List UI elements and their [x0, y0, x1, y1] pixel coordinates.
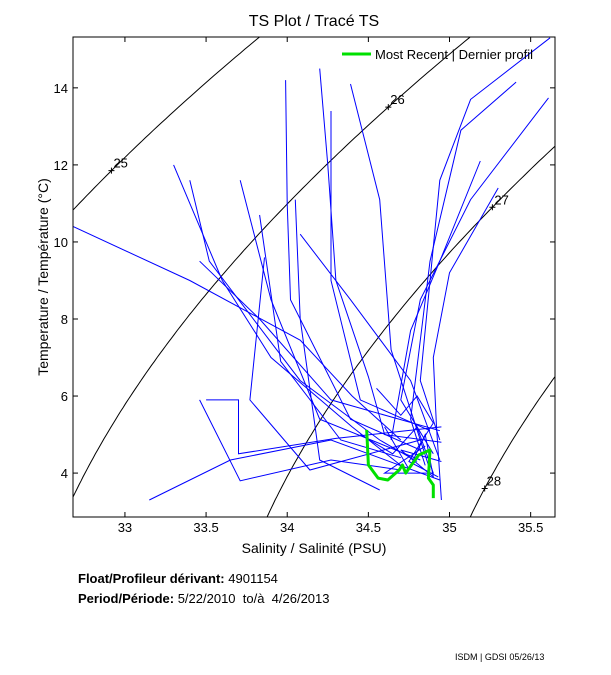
legend-label: Most Recent | Dernier profil — [375, 47, 533, 62]
most-recent-profile — [365, 429, 435, 499]
legend: Most Recent | Dernier profil — [342, 47, 533, 62]
profile-line — [350, 83, 431, 471]
contour-label-27: 27 — [494, 192, 508, 207]
y-tick-label: 8 — [61, 312, 68, 327]
chart-title: TS Plot / Tracé TS — [249, 13, 379, 30]
x-tick-label: 33 — [118, 520, 132, 535]
float-value: 4901154 — [228, 571, 278, 586]
x-tick-label: 33.5 — [193, 520, 218, 535]
profile-line — [189, 180, 418, 462]
profile-line — [285, 80, 421, 451]
x-tick-label: 35.5 — [518, 520, 543, 535]
density-contour-25 — [73, 37, 261, 211]
float-label: Float/Profileur dérivant: — [78, 571, 225, 586]
contour-marker — [385, 104, 392, 111]
profile-line — [432, 187, 499, 501]
x-tick-label: 35 — [442, 520, 456, 535]
y-axis-label: Temperature / Température (°C) — [35, 178, 51, 376]
profile-line — [410, 81, 517, 466]
profile-line — [199, 399, 401, 482]
contour-marker — [489, 204, 496, 211]
x-axis-label: Salinity / Salinité (PSU) — [242, 540, 387, 556]
x-tick-label: 34.5 — [356, 520, 381, 535]
profile-line — [319, 68, 442, 443]
footer-credit: ISDM | GDSI 05/26/13 — [455, 652, 545, 662]
contour-label-25: 25 — [113, 156, 127, 171]
plot-frame — [72, 36, 556, 518]
profile-line — [149, 439, 440, 501]
profile-line — [206, 399, 442, 455]
profile-line — [419, 37, 551, 441]
y-tick-label: 10 — [54, 235, 68, 250]
contour-marker — [108, 167, 115, 174]
profile-line — [199, 260, 440, 432]
profile-line — [360, 425, 435, 474]
profile-line — [390, 160, 481, 441]
density-contour-27 — [266, 145, 555, 517]
float-info: Float/Profileur dérivant: 4901154 — [78, 571, 278, 586]
profile-line — [294, 199, 380, 491]
profiles — [73, 37, 551, 501]
most-recent-line — [365, 429, 435, 499]
contour-label-28: 28 — [487, 473, 501, 488]
profile-line — [400, 97, 549, 455]
period-value: 5/22/2010 to/à 4/26/2013 — [177, 591, 330, 606]
y-tick-label: 14 — [54, 81, 68, 96]
axes: 33 33.5 34 34.5 35 35.5 4 6 8 10 12 14 — [54, 37, 555, 535]
x-tick-label: 34 — [280, 520, 294, 535]
density-contours: 25 26 27 28 — [73, 37, 555, 517]
y-tick-label: 12 — [54, 158, 68, 173]
profile-line — [249, 257, 421, 471]
profile-line — [259, 214, 401, 459]
period-info: Period/Période: 5/22/2010 to/à 4/26/2013 — [78, 591, 330, 606]
y-tick-label: 6 — [61, 389, 68, 404]
period-label: Period/Période: — [78, 591, 175, 606]
contour-marker — [481, 485, 488, 492]
y-tick-label: 4 — [61, 466, 68, 481]
density-contour-26 — [73, 37, 471, 499]
profile-line — [299, 233, 441, 461]
contour-label-26: 26 — [390, 92, 404, 107]
